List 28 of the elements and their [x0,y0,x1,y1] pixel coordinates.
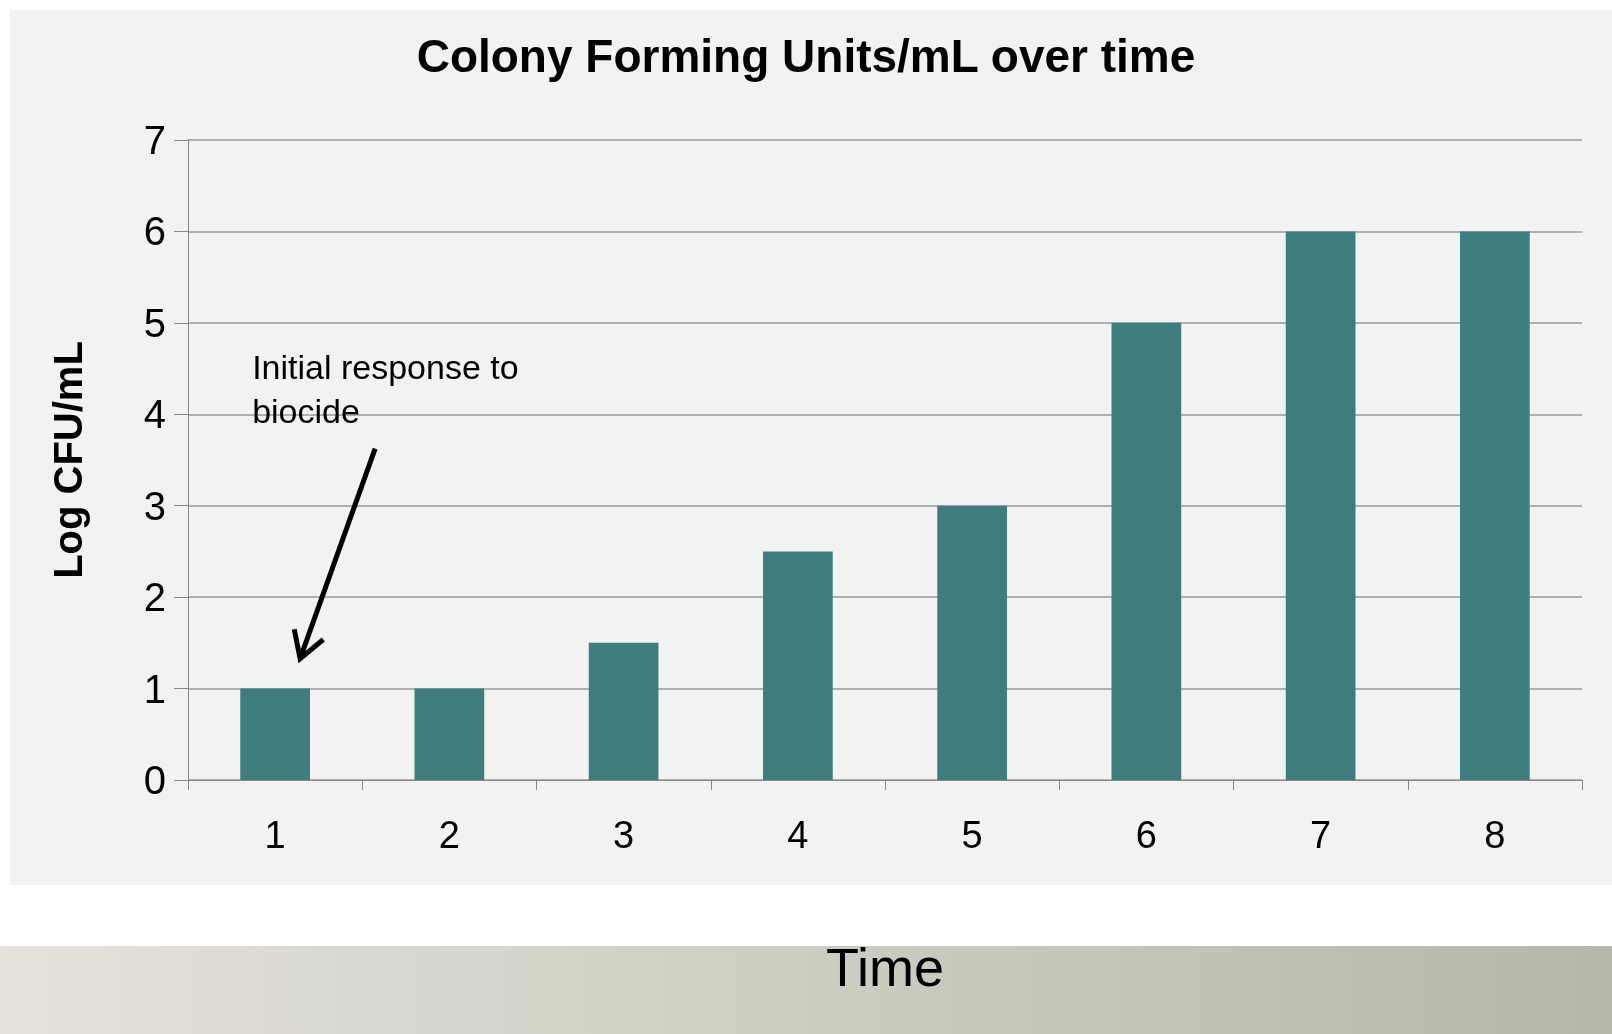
x-tick-label: 3 [613,814,635,856]
bar [763,551,833,780]
x-tick-label: 6 [1135,814,1157,856]
y-tick-label: 3 [143,483,166,528]
x-tick-label: 4 [787,814,809,856]
chart-title: Colony Forming Units/mL over time [416,30,1196,82]
bar [1111,322,1182,780]
y-tick-label: 4 [143,392,166,437]
bar [414,688,485,780]
y-tick-label: 2 [143,575,166,620]
y-tick-label: 6 [143,209,166,254]
y-tick-label: 0 [143,758,166,802]
y-tick-label: 1 [143,666,166,711]
x-axis-title: Time [826,937,944,997]
y-tick-label: 5 [143,300,166,345]
y-tick-label: 7 [143,118,166,162]
bar [588,642,659,780]
x-tick-label: 1 [264,814,286,856]
x-tick-label: 7 [1310,814,1332,856]
x-tick-label: 2 [438,814,460,856]
bar [937,505,1007,780]
y-axis-title: Log CFU/mL [46,341,90,579]
x-tick-label: 8 [1484,814,1506,856]
bar [240,688,310,780]
annotation: Initial response to biocide [252,347,519,430]
bar [1460,231,1530,780]
x-tick-label: 5 [961,814,983,856]
bar [1285,231,1356,780]
